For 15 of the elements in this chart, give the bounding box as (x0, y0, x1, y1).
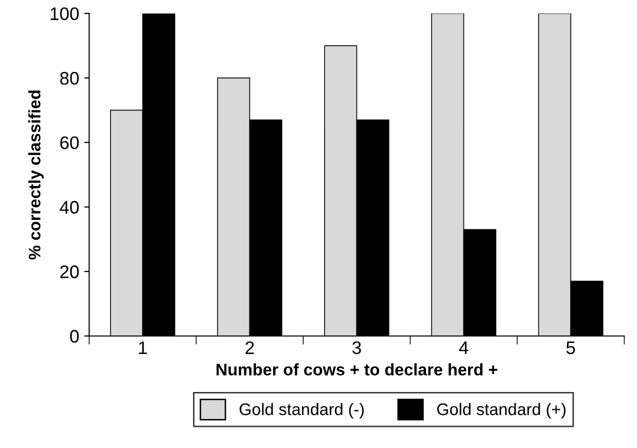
x-tick-label: 2 (246, 341, 254, 354)
y-axis-title: % correctly classified (28, 90, 44, 260)
y-tick-label: 80 (60, 72, 79, 85)
y-tick-label: 40 (60, 200, 79, 214)
y-tick-label: 0 (70, 330, 79, 343)
y-tick-label: 20 (60, 265, 79, 278)
x-axis-title: Number of cows + to declare herd + (216, 363, 498, 376)
x-tick-label: 5 (566, 342, 576, 354)
x-tick-label: 3 (352, 341, 361, 354)
y-tick-label: 60 (60, 136, 79, 150)
legend-label: Gold standard (-) (240, 402, 364, 418)
legend-label: Gold standard (+) (437, 402, 566, 418)
y-tick-label: 100 (50, 7, 79, 20)
x-tick-label: 4 (459, 342, 468, 354)
x-tick-label: 1 (139, 342, 147, 354)
